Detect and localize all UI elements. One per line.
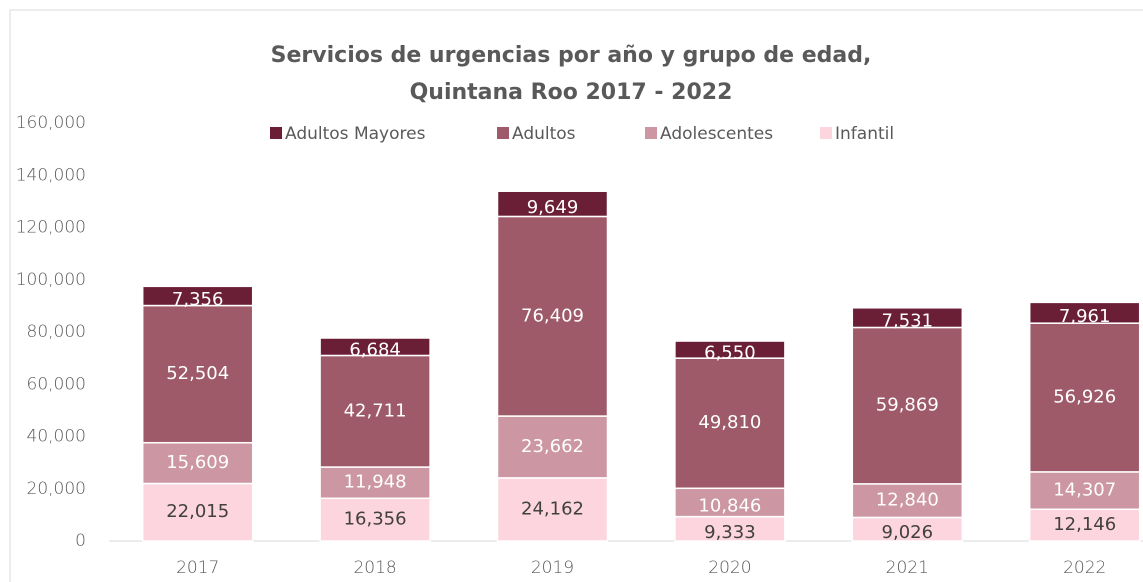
bar-segment	[496, 415, 609, 479]
data-label: 15,609	[166, 452, 229, 473]
y-tick-label: 120,000	[16, 218, 86, 238]
y-tick-label: 60,000	[27, 374, 86, 394]
chart-title: Quintana Roo 2017 - 2022	[410, 80, 733, 105]
legend-label: Adolescentes	[660, 124, 773, 144]
bar-segment	[319, 466, 431, 500]
data-label: 49,810	[698, 412, 761, 433]
x-tick-label: 2020	[708, 558, 751, 578]
y-tick-label: 100,000	[16, 270, 86, 290]
legend-swatch	[497, 127, 509, 139]
legend-label: Adultos Mayores	[285, 124, 426, 144]
data-label: 6,684	[349, 340, 401, 361]
bar-segment	[141, 304, 254, 444]
x-tick-label: 2019	[531, 558, 574, 578]
data-label: 7,356	[172, 289, 224, 310]
data-label: 12,146	[1053, 514, 1116, 535]
bar-segment	[496, 215, 609, 417]
bar-segment	[1028, 508, 1141, 542]
bar-segment	[674, 340, 786, 359]
data-label: 23,662	[521, 436, 584, 457]
bar-segment	[674, 515, 786, 542]
bar-segment	[851, 307, 964, 329]
bar-segment	[674, 357, 786, 490]
bar-segment	[141, 285, 254, 307]
x-tick-label: 2017	[176, 558, 219, 578]
data-label: 52,504	[166, 363, 229, 384]
legend-label: Adultos	[512, 124, 576, 144]
data-label: 9,649	[527, 197, 579, 218]
data-label: 6,550	[704, 343, 756, 364]
bar-segment	[851, 326, 964, 485]
chart-title: Servicios de urgencias por año y grupo d…	[271, 43, 872, 68]
data-label: 10,846	[698, 495, 761, 516]
data-label: 7,961	[1059, 306, 1111, 327]
data-label: 12,840	[876, 490, 939, 511]
bar-segment	[141, 482, 254, 542]
bar-segment	[319, 354, 431, 468]
data-label: 76,409	[521, 305, 584, 326]
bar-segment	[1028, 471, 1141, 511]
legend-swatch	[820, 127, 832, 139]
data-label: 14,307	[1053, 480, 1116, 501]
y-tick-label: 140,000	[16, 165, 86, 185]
y-tick-label: 80,000	[27, 322, 86, 342]
bar-segment	[496, 477, 609, 542]
bar-segment	[319, 337, 431, 357]
bar-segment	[1028, 301, 1141, 324]
x-tick-label: 2022	[1063, 558, 1106, 578]
chart-frame	[9, 9, 1143, 582]
legend-swatch	[645, 127, 657, 139]
bar-segment	[496, 190, 609, 218]
data-label: 16,356	[344, 509, 407, 530]
data-label: 56,926	[1053, 387, 1116, 408]
bar-segment	[141, 441, 254, 485]
y-tick-label: 0	[75, 531, 86, 551]
data-label: 9,026	[882, 522, 934, 543]
data-label: 9,333	[704, 522, 756, 543]
data-label: 7,531	[882, 311, 934, 332]
y-tick-label: 20,000	[27, 479, 86, 499]
data-label: 24,162	[521, 498, 584, 519]
bar-segment	[1028, 322, 1141, 473]
bar-segment	[674, 487, 786, 518]
x-tick-label: 2021	[886, 558, 929, 578]
x-tick-label: 2018	[353, 558, 396, 578]
legend-label: Infantil	[835, 124, 894, 144]
y-tick-label: 40,000	[27, 427, 86, 447]
y-tick-label: 160,000	[16, 113, 86, 133]
data-label: 22,015	[166, 501, 229, 522]
bar-segment	[851, 483, 964, 519]
data-label: 42,711	[344, 400, 407, 421]
legend-swatch	[270, 127, 282, 139]
data-label: 11,948	[344, 472, 407, 493]
data-label: 59,869	[876, 395, 939, 416]
